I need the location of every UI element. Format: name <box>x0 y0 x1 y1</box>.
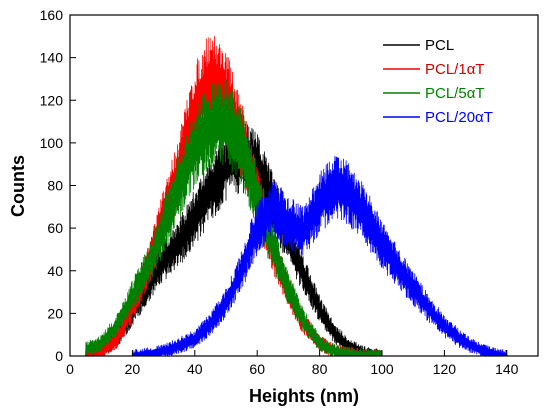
x-tick-label: 80 <box>312 361 328 377</box>
legend-label-0: PCL <box>425 37 454 54</box>
y-tick-label: 60 <box>47 220 63 236</box>
y-tick-label: 160 <box>40 7 64 23</box>
x-tick-label: 40 <box>187 361 203 377</box>
y-tick-label: 40 <box>47 263 63 279</box>
y-tick-label: 20 <box>47 305 63 321</box>
x-tick-label: 140 <box>495 361 519 377</box>
x-tick-label: 0 <box>66 361 74 377</box>
legend: PCL PCL/1αT PCL/5αT PCL/20αT <box>383 37 493 126</box>
y-tick-label: 80 <box>47 178 63 194</box>
series-line-2 <box>85 80 383 357</box>
y-axis-title: Counts <box>8 155 28 217</box>
x-axis-title: Heights (nm) <box>249 386 359 406</box>
legend-label-2: PCL/5αT <box>425 85 485 102</box>
x-tick-label: 20 <box>125 361 141 377</box>
legend-label-3: PCL/20αT <box>425 109 493 126</box>
y-tick-label: 120 <box>40 92 64 108</box>
legend-label-1: PCL/1αT <box>425 61 485 78</box>
x-tick-label: 100 <box>370 361 394 377</box>
x-tick-label: 120 <box>433 361 457 377</box>
x-tick-label: 60 <box>249 361 265 377</box>
series-line-3 <box>132 155 508 357</box>
axes-layer: 0 20 40 60 80 100 120 140 0 20 40 60 80 100 120 140 160 <box>40 7 519 377</box>
y-tick-label: 100 <box>40 135 64 151</box>
y-tick-label: 140 <box>40 50 64 66</box>
y-tick-label: 0 <box>55 348 63 364</box>
series-layer <box>85 36 508 357</box>
